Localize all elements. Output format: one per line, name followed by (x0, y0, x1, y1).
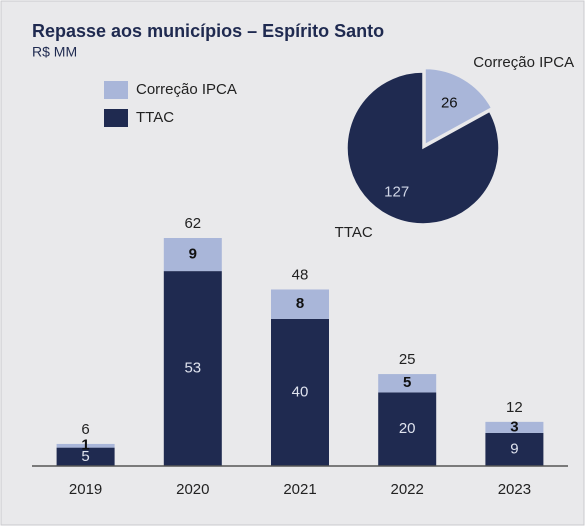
legend-swatch (104, 81, 128, 99)
segment-label: 9 (189, 246, 197, 263)
segment-label: 5 (403, 374, 411, 391)
bar-segment (56, 443, 115, 448)
x-tick-label: 2020 (176, 481, 209, 498)
bar-segment (56, 447, 115, 466)
segment-label: 20 (399, 420, 416, 437)
legend-label: TTAC (136, 109, 174, 126)
chart-subtitle: R$ MM (32, 44, 77, 60)
bar-segment (378, 374, 437, 393)
segment-label: 1 (81, 437, 89, 454)
segment-label: 5 (81, 448, 89, 465)
segment-label: 53 (184, 360, 201, 377)
x-tick-label: 2021 (283, 481, 316, 498)
x-tick-label: 2023 (498, 481, 531, 498)
pie-slice (424, 67, 493, 146)
bar-segment (163, 238, 222, 272)
total-label: 6 (81, 421, 89, 438)
legend-label: Correção IPCA (136, 81, 237, 98)
slice-name: Correção IPCA (473, 54, 574, 71)
segment-label: 9 (510, 440, 518, 457)
bar-segment (271, 289, 329, 319)
total-label: 25 (399, 351, 416, 368)
segment-label: 3 (510, 418, 518, 435)
slice-value: 26 (441, 94, 458, 111)
total-label: 12 (506, 399, 523, 416)
total-label: 48 (292, 266, 309, 283)
total-label: 62 (184, 215, 201, 232)
bar-segment (378, 392, 437, 466)
pie-slice (346, 71, 500, 225)
bar-segment (485, 432, 544, 466)
bar-segment (485, 421, 544, 433)
segment-label: 8 (296, 295, 304, 312)
segment-label: 40 (292, 383, 309, 400)
slice-name: TTAC (335, 224, 373, 241)
bar-segment (163, 271, 222, 466)
x-tick-label: 2019 (69, 481, 102, 498)
legend-swatch (104, 109, 128, 127)
bar-segment (271, 318, 329, 466)
chart-title: Repasse aos municípios – Espírito Santo (32, 21, 384, 41)
slice-value: 127 (384, 183, 409, 200)
x-tick-label: 2022 (391, 481, 424, 498)
